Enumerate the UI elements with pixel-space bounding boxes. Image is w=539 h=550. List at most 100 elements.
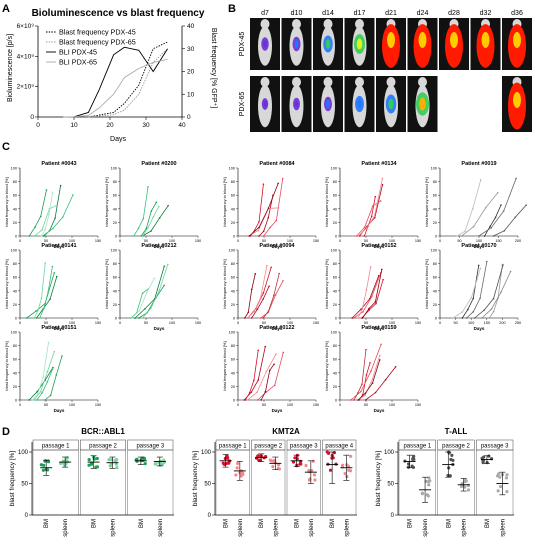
panel-c-point [250, 288, 253, 291]
panel-c-series-line [260, 280, 284, 319]
panel-d-point [115, 466, 119, 470]
panel-d-point [334, 462, 338, 466]
panel-c-ylabel: blast frequency in blood [%] [324, 341, 329, 390]
panel-c-series-line [474, 264, 504, 319]
panel-c-point [61, 355, 63, 357]
panel-c-point [264, 345, 267, 348]
panel-d-point [46, 460, 51, 464]
panel-d-point [345, 463, 349, 467]
panel-c-point [382, 278, 384, 281]
panel-a-xtick-label: 20 [106, 122, 114, 129]
panel-c-point [490, 308, 493, 310]
panel-c-point [51, 368, 54, 370]
panel-c-point [47, 341, 50, 344]
panel-c-point [248, 235, 251, 237]
panel-a-ylabel-right: Blast frequency [% GFP⁺] [210, 28, 217, 108]
panel-b-mouse-head [355, 77, 364, 87]
panel-c-xtick-label: 0 [119, 239, 121, 243]
panel-c-point [254, 273, 257, 275]
panel-c-point [282, 351, 285, 354]
panel-c-subplot-title: Patient #0152 [361, 243, 396, 249]
panel-c-point [46, 381, 49, 383]
panel-b-mouse-head [323, 77, 333, 87]
panel-c-xlabel: Days [374, 244, 385, 249]
panel-d-point [505, 473, 509, 477]
panel-d-subplot-title: KMT2A [272, 427, 300, 436]
panel-d-point [343, 471, 347, 476]
panel-c-series-line [461, 192, 499, 237]
panel-b-day-label: d36 [511, 10, 523, 17]
panel-c-ytick-label: 60 [433, 194, 437, 198]
panel-c-xtick-label: 100 [287, 403, 293, 407]
panel-c-point [369, 266, 372, 268]
panel-c-xtick-label: 0 [339, 239, 341, 243]
panel-c-xtick-label: 0 [237, 239, 239, 243]
panel-c-xtick-label: 150 [95, 403, 101, 407]
panel-a-ytick-left-label: 2×10⁹ [17, 84, 35, 91]
panel-a-ytick-left-label: 4×10⁹ [17, 53, 35, 60]
panel-c-point [39, 390, 42, 393]
panel-d-point [505, 490, 509, 494]
panel-c-point [384, 378, 387, 381]
panel-b-day-label: d28 [448, 10, 460, 17]
panel-d-point [451, 458, 455, 462]
panel-c-series-line [358, 178, 383, 237]
panel-c-point [375, 302, 377, 305]
panel-d-point [45, 468, 50, 472]
panel-d-group-label: BM [259, 519, 265, 528]
panel-c-series-line [461, 265, 480, 319]
panel-c-point [281, 177, 284, 180]
panel-c-xtick-label: 50 [144, 239, 148, 243]
panel-c-point [258, 220, 260, 223]
panel-c-xtick-label: 100 [69, 403, 75, 407]
panel-d-group-label: BM [44, 519, 50, 528]
panel-c-ytick-label: 20 [113, 303, 117, 307]
panel-c-ytick-label: 40 [13, 371, 17, 375]
panel-c-xtick-label: 250 [515, 321, 521, 325]
panel-c-xtick-label: 100 [468, 321, 474, 325]
panel-c-series-line [36, 276, 58, 319]
panel-c-series-line [351, 275, 380, 319]
panel-c-ytick-label: 80 [13, 262, 17, 266]
panel-c-xlabel: Days [54, 244, 65, 249]
panel-d-point [107, 458, 111, 462]
panel-d-passage-label: passage 1 [42, 444, 70, 450]
panel-c-series-line [247, 353, 277, 401]
panel-d-passage-label: passage 2 [89, 444, 117, 450]
panel-c-xtick-label: 0 [19, 321, 21, 325]
panel-c-series-line [262, 273, 280, 319]
panel-c-xtick-label: 50 [262, 403, 266, 407]
panel-c-xtick-label: 50 [364, 239, 368, 243]
panel-c-series-line [356, 200, 381, 237]
panel-c-ytick-label: 20 [13, 303, 17, 307]
panel-c-series-line [353, 349, 367, 401]
panel-c-point [351, 317, 353, 319]
panel-c-ytick-label: 20 [231, 385, 235, 389]
panel-c-point [483, 309, 485, 311]
panel-d-group-label: BM [485, 519, 491, 528]
panel-c-point [525, 204, 527, 206]
panel-c-point [244, 399, 247, 401]
panel-c-point [54, 217, 56, 219]
panel-b-row-label: PDX-45 [239, 32, 246, 57]
panel-c-series-line [260, 364, 275, 401]
panel-c-point [472, 297, 475, 300]
panel-c-ytick-label: 40 [433, 289, 437, 293]
panel-c-point [357, 317, 359, 319]
panel-c-point [370, 215, 373, 218]
panel-d-point [43, 459, 48, 463]
panel-d-group-label: BM [139, 519, 145, 528]
panel-c-ytick-label: 60 [333, 276, 337, 280]
panel-d-passage-label: passage 1 [219, 444, 247, 450]
panel-c-xtick-label: 0 [19, 239, 21, 243]
panel-d-point [153, 462, 157, 466]
panel-d-point [87, 457, 91, 462]
panel-c-point [262, 317, 265, 319]
panel-d-passage-frame [286, 449, 321, 516]
panel-c-series-line [361, 279, 384, 319]
panel-c-point [28, 235, 31, 237]
panel-d-group-label: spleen [273, 519, 279, 537]
panel-c-point [361, 383, 363, 386]
panel-c-xtick-label: 50 [364, 321, 368, 325]
panel-c-ylabel: blast frequency in blood [%] [104, 259, 109, 308]
